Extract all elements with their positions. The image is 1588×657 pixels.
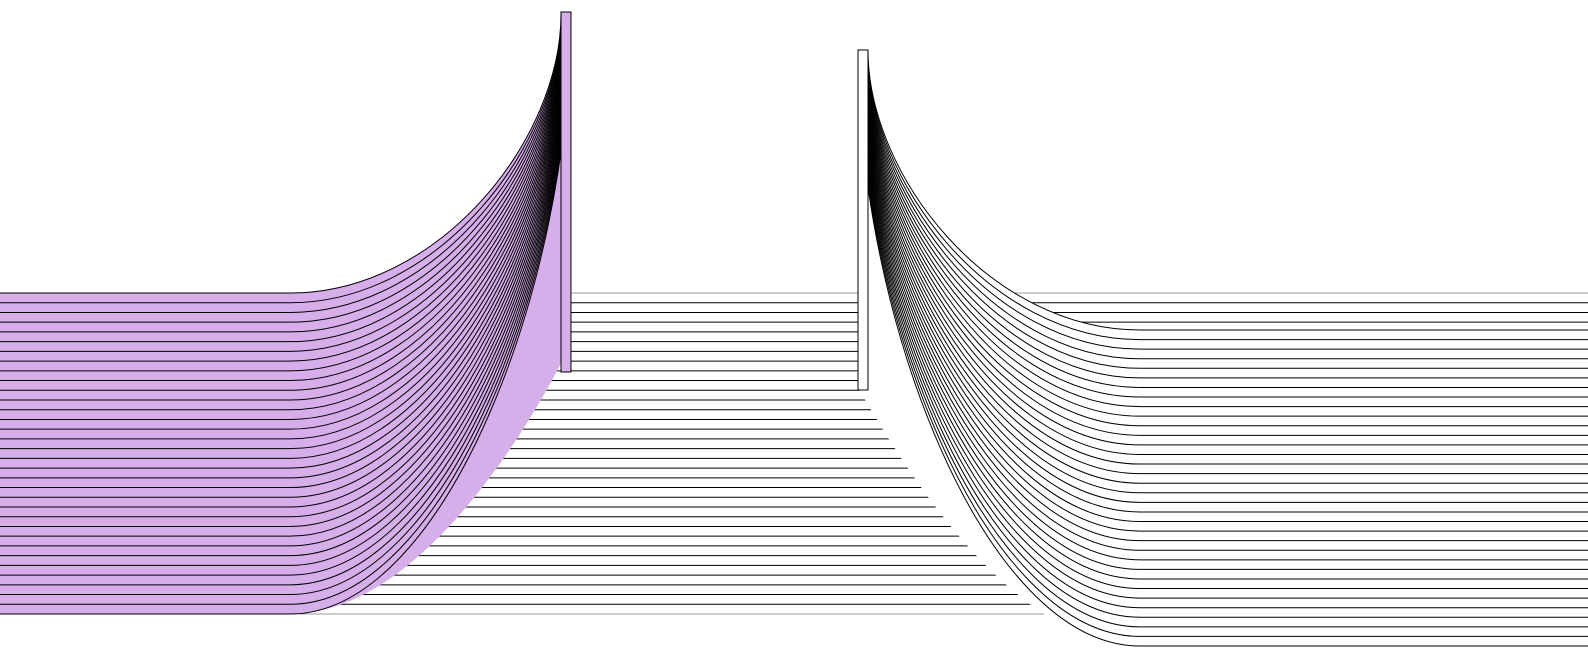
right-ribbon bbox=[858, 50, 1588, 646]
left-ribbon bbox=[0, 12, 571, 614]
left-ribbon-tip bbox=[561, 12, 571, 372]
left-ribbon-fill bbox=[0, 14, 571, 614]
right-ribbon-fill bbox=[858, 50, 1588, 646]
right-ribbon-tip bbox=[858, 50, 868, 390]
